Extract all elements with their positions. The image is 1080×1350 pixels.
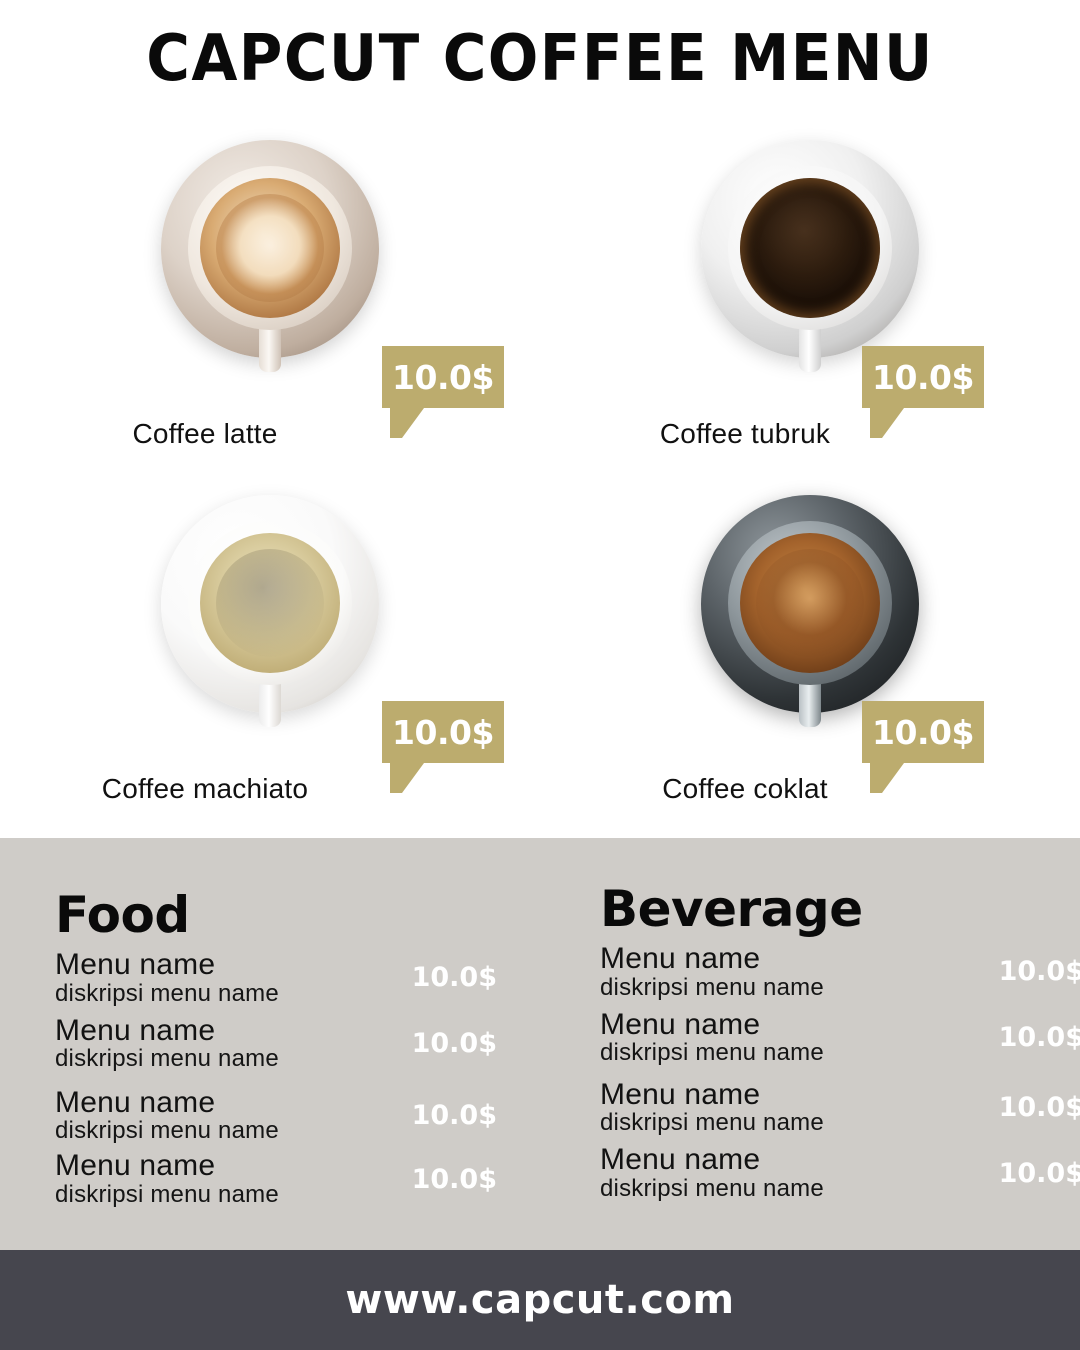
menu-row-text: Menu name diskripsi menu name [600,1077,824,1137]
menu-row-text: Menu name diskripsi menu name [55,948,279,1007]
price-label: 10.0$ [392,357,494,397]
coffee-cup-image-machiato [155,491,385,741]
menu-item-name: Menu name [600,1077,761,1111]
menu-item-desc: diskripsi menu name [600,1039,824,1067]
coffee-name-label: Coffee latte [132,418,278,449]
menu-item-name: Menu name [600,1143,761,1177]
badge-tail-shape [390,763,424,793]
coffee-liquid-shape [740,533,880,673]
price-badge: 10.0$ [862,701,984,793]
price-badge: 10.0$ [382,346,504,438]
menu-row-text: Menu name diskripsi menu name [600,1145,824,1201]
menu-item-price: 10.0$ [998,956,1080,988]
food-item-list: Menu name diskripsi menu name 10.0$ Menu… [55,948,555,1207]
menu-item-desc: diskripsi menu name [55,1117,279,1145]
menu-item-desc: diskripsi menu name [600,1174,824,1202]
menu-item-desc: diskripsi menu name [55,1180,279,1208]
menu-panel: Food Menu name diskripsi menu name 10.0$… [0,838,1080,1250]
menu-item-price: 10.0$ [411,1099,497,1131]
price-label: 10.0$ [872,357,974,397]
menu-item-price: 10.0$ [411,1028,497,1060]
coffee-liquid-shape [740,178,880,318]
coffee-cup-image-tubruk [695,136,925,386]
menu-row-text: Menu name diskripsi menu name [55,1085,279,1145]
section-title-beverage: Beverage [600,880,863,938]
latte-art-shape [756,549,864,657]
crema-shape [756,194,864,302]
price-badge: 10.0$ [382,701,504,793]
coffee-cup-image-coklat [695,491,925,741]
menu-item-name: Menu name [55,1149,216,1183]
badge-body-shape [862,701,984,763]
food-column: Food Menu name diskripsi menu name 10.0$… [55,838,555,1207]
badge-tail-shape [390,408,424,438]
cup-handle-shape [259,681,281,727]
badge-tail-shape [870,408,904,438]
coffee-grid: 10.0$ Coffee latte 10.0$ Coffee tubruk [0,128,1080,838]
price-label: 10.0$ [392,712,494,752]
cup-handle-shape [259,326,281,372]
menu-item-desc: diskripsi menu name [55,979,279,1007]
menu-item-price: 10.0$ [998,1157,1080,1189]
section-title-food: Food [55,886,190,944]
cup-handle-shape [799,681,821,727]
coffee-card-latte[interactable]: 10.0$ Coffee latte [0,128,540,483]
menu-row[interactable]: Menu name diskripsi menu name 10.0$ [55,1013,555,1073]
price-badge: 10.0$ [862,346,984,438]
menu-row[interactable]: Menu name diskripsi menu name 10.0$ [55,948,555,1007]
menu-item-name: Menu name [55,1085,216,1119]
menu-item-price: 10.0$ [411,1163,497,1195]
menu-row-text: Menu name diskripsi menu name [600,1007,824,1067]
menu-row-text: Menu name diskripsi menu name [55,1013,279,1073]
coffee-card-tubruk[interactable]: 10.0$ Coffee tubruk [540,128,1080,483]
badge-body-shape [382,346,504,408]
menu-row-text: Menu name diskripsi menu name [600,942,824,1001]
menu-row[interactable]: Menu name diskripsi menu name 10.0$ [600,942,1080,1001]
coffee-liquid-shape [200,533,340,673]
menu-row-text: Menu name diskripsi menu name [55,1151,279,1207]
menu-row[interactable]: Menu name diskripsi menu name 10.0$ [600,1145,1080,1201]
menu-item-desc: diskripsi menu name [55,1045,279,1073]
latte-art-shape [216,194,324,302]
menu-row[interactable]: Menu name diskripsi menu name 10.0$ [55,1085,555,1145]
badge-body-shape [862,346,984,408]
coffee-name-label: Coffee tubruk [659,418,831,449]
menu-item-price: 10.0$ [411,962,497,994]
cup-handle-shape [799,326,821,372]
menu-row[interactable]: Menu name diskripsi menu name 10.0$ [600,1077,1080,1137]
menu-item-name: Menu name [55,1013,216,1047]
menu-row[interactable]: Menu name diskripsi menu name 10.0$ [55,1151,555,1207]
coffee-card-coklat[interactable]: 10.0$ Coffee coklat [540,483,1080,838]
menu-item-desc: diskripsi menu name [600,973,824,1001]
beverage-item-list: Menu name diskripsi menu name 10.0$ Menu… [600,942,1080,1201]
website-url-label[interactable]: www.capcut.com [345,1277,735,1323]
page-title: CAPCUT COFFEE MENU [146,22,934,96]
price-label: 10.0$ [872,712,974,752]
menu-item-name: Menu name [600,1007,761,1041]
menu-item-price: 10.0$ [998,1091,1080,1123]
coffee-name-label: Coffee machiato [101,773,309,804]
coffee-card-machiato[interactable]: 10.0$ Coffee machiato [0,483,540,838]
badge-body-shape [382,701,504,763]
menu-row[interactable]: Menu name diskripsi menu name 10.0$ [600,1007,1080,1067]
footer-bar: www.capcut.com [0,1250,1080,1350]
coffee-name-label: Coffee coklat [662,773,828,804]
menu-item-price: 10.0$ [998,1022,1080,1054]
coffee-cup-image-latte [155,136,385,386]
menu-item-desc: diskripsi menu name [600,1109,824,1137]
crema-shape [216,549,324,657]
badge-tail-shape [870,763,904,793]
beverage-column: Beverage Menu name diskripsi menu name 1… [600,838,1080,1201]
menu-item-name: Menu name [600,942,761,975]
menu-item-name: Menu name [55,948,216,981]
